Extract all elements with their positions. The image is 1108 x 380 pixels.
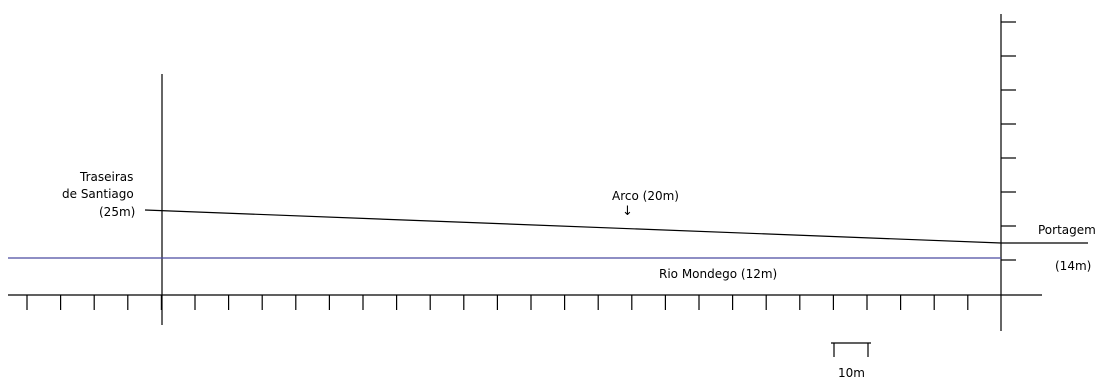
arco-arrow-icon: ↓ — [622, 204, 633, 219]
scale-label: 10m — [838, 366, 865, 380]
traseiras-height-label: (25m) — [99, 205, 136, 219]
traseiras-label-line1: Traseiras — [80, 170, 134, 184]
horizontal-axis-ticks — [26, 295, 969, 310]
scale-bar — [831, 342, 871, 357]
vertical-axis-ticks — [1001, 21, 1016, 261]
portagem-height-label: (14m) — [1055, 259, 1092, 273]
portagem-label: Portagem — [1038, 223, 1096, 237]
arco-label: Arco (20m) — [612, 189, 679, 203]
ground-profile-line — [144, 209, 1002, 244]
rio-mondego-label: Rio Mondego (12m) — [659, 267, 778, 281]
traseiras-label-line2: de Santiago — [62, 187, 134, 201]
